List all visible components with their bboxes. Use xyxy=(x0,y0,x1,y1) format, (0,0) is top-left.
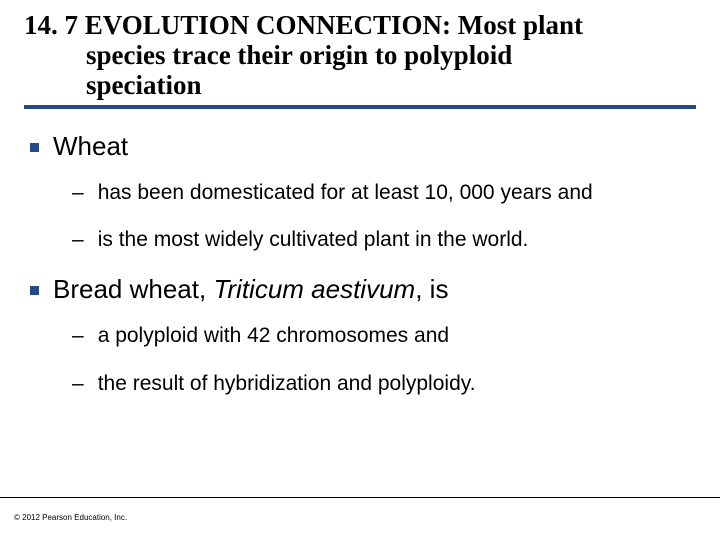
dash-bullet-icon: – xyxy=(72,227,84,252)
footer-rule xyxy=(0,497,720,498)
sub-bullet-text: is the most widely cultivated plant in t… xyxy=(98,227,529,252)
bullet-level1: Bread wheat, Triticum aestivum, is xyxy=(30,274,696,305)
bullet-level2: – the result of hybridization and polypl… xyxy=(72,371,696,396)
bullet-text-italic: Triticum aestivum xyxy=(213,274,415,304)
bullet-text: Wheat xyxy=(53,131,128,162)
square-bullet-icon xyxy=(30,143,39,152)
bullet-level2: – has been domesticated for at least 10,… xyxy=(72,180,696,205)
slide-container: 14. 7 EVOLUTION CONNECTION: Most plant s… xyxy=(0,0,720,540)
sub-bullet-text: a polyploid with 42 chromosomes and xyxy=(98,323,449,348)
title-line-3: speciation xyxy=(24,70,696,100)
slide-title: 14. 7 EVOLUTION CONNECTION: Most plant s… xyxy=(24,10,696,101)
bullet-level2: – is the most widely cultivated plant in… xyxy=(72,227,696,252)
title-rule xyxy=(24,105,696,109)
dash-bullet-icon: – xyxy=(72,180,84,205)
copyright-footer: © 2012 Pearson Education, Inc. xyxy=(14,513,127,522)
bullet-text-after: , is xyxy=(415,274,448,304)
bullet-text: Bread wheat, Triticum aestivum, is xyxy=(53,274,448,305)
dash-bullet-icon: – xyxy=(72,371,84,396)
dash-bullet-icon: – xyxy=(72,323,84,348)
title-line-2: species trace their origin to polyploid xyxy=(24,40,696,70)
title-line-1: 14. 7 EVOLUTION CONNECTION: Most plant xyxy=(24,10,696,40)
bullet-level1: Wheat xyxy=(30,131,696,162)
title-prefix: EVOLUTION CONNECTION: xyxy=(85,10,451,40)
sub-bullet-text: has been domesticated for at least 10, 0… xyxy=(98,180,593,205)
square-bullet-icon xyxy=(30,286,39,295)
title-rest-1: Most plant xyxy=(451,10,583,40)
sub-bullet-text: the result of hybridization and polyploi… xyxy=(98,371,476,396)
section-number: 14. 7 xyxy=(24,10,78,40)
bullet-text-before: Bread wheat, xyxy=(53,274,213,304)
bullet-level2: – a polyploid with 42 chromosomes and xyxy=(72,323,696,348)
